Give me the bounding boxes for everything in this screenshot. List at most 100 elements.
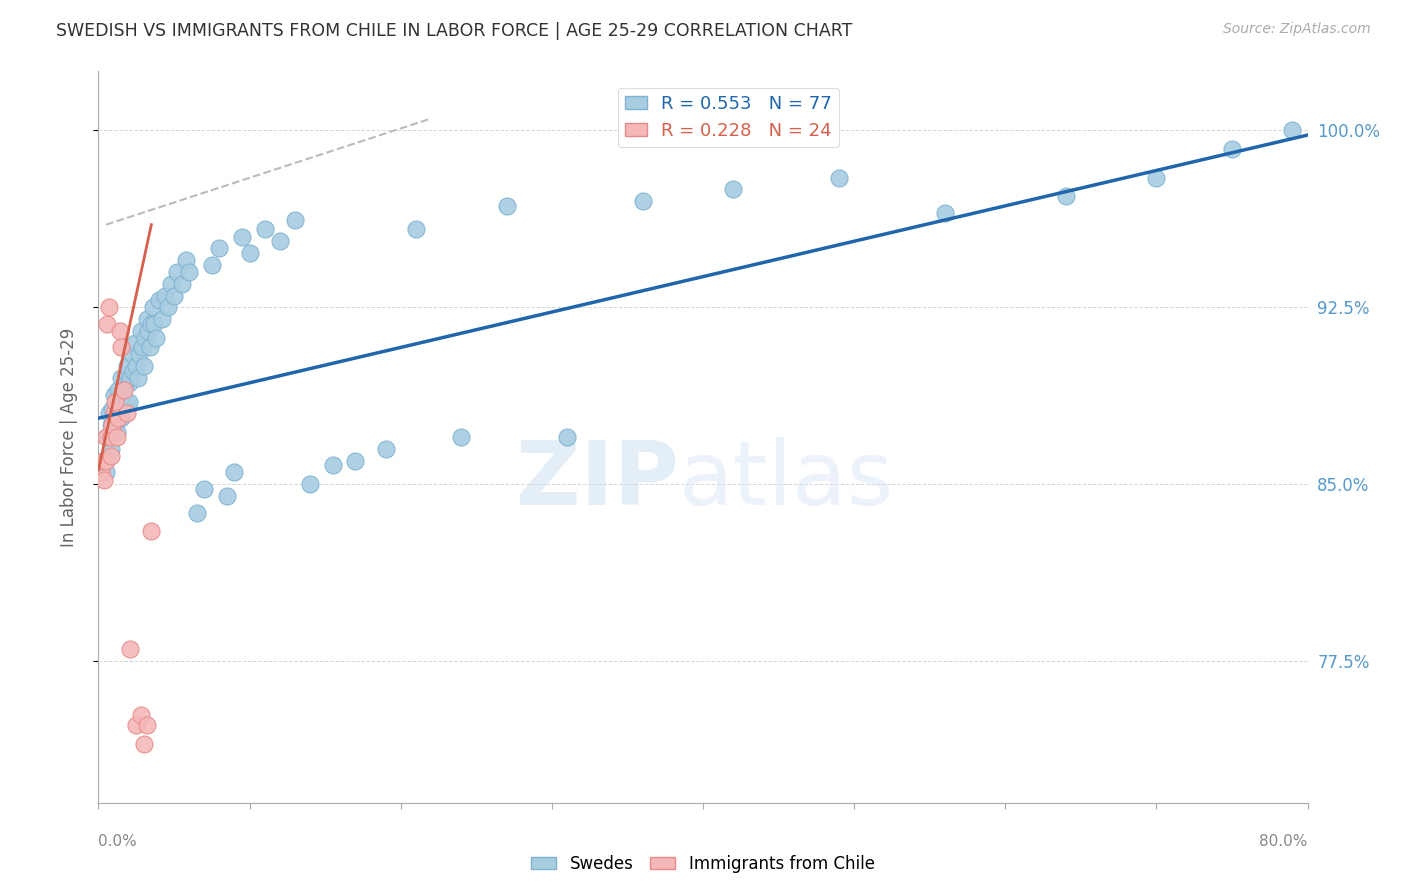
Point [98,301,121,315]
Y-axis label: In Labor Force | Age 25-29: In Labor Force | Age 25-29 [59,327,77,547]
Point [114,394,136,409]
Point [93,473,115,487]
Point [110,411,132,425]
Point [131,340,153,354]
Point [170,277,193,291]
Point [94,453,117,467]
Point [103,418,125,433]
Point [108,394,131,409]
Point [107,383,129,397]
Point [115,407,138,421]
Point [104,394,127,409]
Point [141,524,163,539]
Point [135,718,157,732]
Legend: R = 0.553   N = 77, R = 0.228   N = 24: R = 0.553 N = 77, R = 0.228 N = 24 [617,87,839,147]
Point [118,394,141,409]
Point [104,411,127,425]
Point [186,506,208,520]
Point [495,199,517,213]
Point [125,718,148,732]
Point [215,489,238,503]
Point [322,458,344,473]
Point [112,383,135,397]
Point [193,482,215,496]
Text: ZIP: ZIP [516,437,679,524]
Point [121,347,143,361]
Point [105,400,128,414]
Point [1281,123,1303,137]
Point [107,411,129,425]
Point [934,206,956,220]
Point [110,340,132,354]
Point [91,453,114,467]
Point [96,317,118,331]
Point [96,430,118,444]
Point [132,359,155,374]
Point [141,317,163,331]
Text: Source: ZipAtlas.com: Source: ZipAtlas.com [1223,22,1371,37]
Point [374,442,396,456]
Point [136,324,159,338]
Point [284,213,307,227]
Point [208,241,231,255]
Point [118,376,141,390]
Point [103,387,125,401]
Point [269,234,291,248]
Point [156,301,179,315]
Point [224,466,246,480]
Point [1054,189,1077,203]
Point [631,194,654,208]
Point [129,708,152,723]
Point [450,430,472,444]
Legend: Swedes, Immigrants from Chile: Swedes, Immigrants from Chile [524,848,882,880]
Point [124,335,146,350]
Point [94,430,117,444]
Point [100,442,122,456]
Text: 0.0%: 0.0% [98,834,138,849]
Point [103,407,125,421]
Point [253,222,276,236]
Text: 80.0%: 80.0% [1260,834,1308,849]
Point [143,317,166,331]
Point [1144,170,1167,185]
Point [111,387,134,401]
Point [828,170,851,185]
Point [723,182,745,196]
Point [150,312,173,326]
Point [100,430,122,444]
Point [120,642,142,657]
Point [128,347,150,361]
Point [160,277,183,291]
Point [344,453,367,467]
Point [122,364,145,378]
Point [148,293,170,308]
Point [127,371,149,385]
Point [125,359,148,374]
Point [91,453,114,467]
Point [179,265,201,279]
Point [98,407,121,421]
Point [174,253,197,268]
Point [134,331,156,345]
Point [299,477,322,491]
Point [132,737,155,751]
Point [100,449,122,463]
Text: atlas: atlas [679,437,894,524]
Point [120,371,142,385]
Point [1220,142,1243,156]
Point [201,258,224,272]
Point [112,378,135,392]
Point [405,222,427,236]
Point [555,430,578,444]
Point [153,288,176,302]
Point [129,324,152,338]
Point [145,331,167,345]
Point [101,418,124,433]
Point [94,466,117,480]
Point [108,324,131,338]
Point [142,301,165,315]
Point [105,425,128,440]
Point [115,359,138,374]
Point [105,430,128,444]
Point [166,265,188,279]
